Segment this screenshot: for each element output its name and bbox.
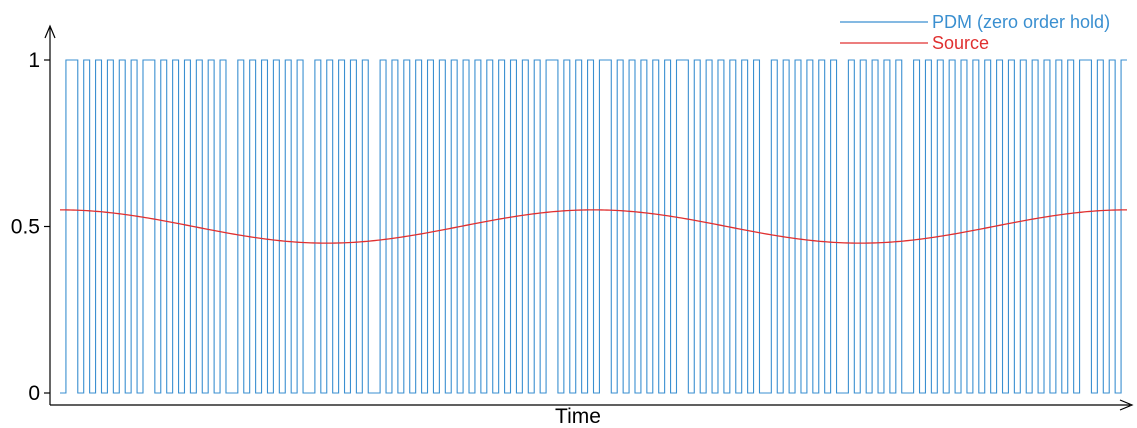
y-ticks: 00.51 [11,49,50,405]
y-tick-label: 1 [28,49,40,72]
x-axis-arrow [1119,399,1134,411]
legend-source-label: Source [932,33,989,53]
source-series [59,209,1128,244]
y-tick-label: 0 [28,382,40,405]
y-axis-arrow [44,24,56,39]
pdm-series [60,59,1127,394]
x-axis-label: Time [555,405,601,428]
legend: PDM (zero order hold) Source [840,12,1110,53]
source-line [59,209,1128,244]
y-tick-label: 0.5 [11,216,40,239]
pdm-line [60,59,1127,394]
legend-pdm-label: PDM (zero order hold) [932,12,1110,32]
